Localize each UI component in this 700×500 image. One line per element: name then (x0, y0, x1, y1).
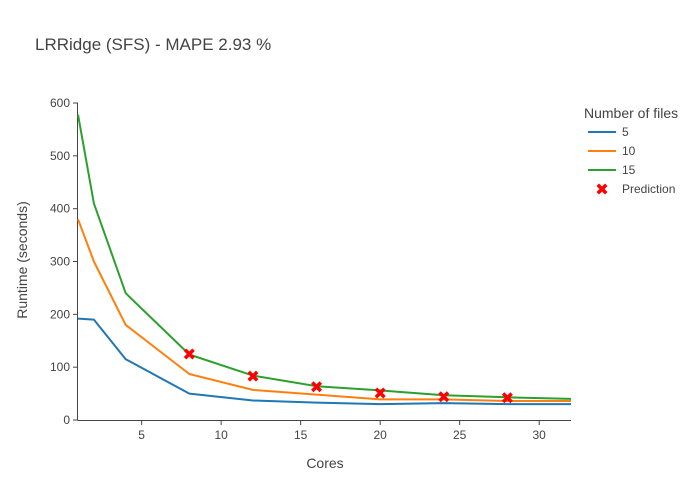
prediction-point (311, 381, 323, 393)
x-tick-label: 15 (294, 428, 308, 442)
y-tick-label: 300 (50, 255, 70, 269)
legend: Number of files 5 10 15 Prediction (584, 105, 678, 196)
x-tick-label: 5 (138, 428, 145, 442)
legend-label-10: 10 (622, 144, 636, 158)
y-tick-label: 200 (50, 307, 70, 321)
y-tick-label: 600 (50, 96, 70, 110)
y-tick-label: 500 (50, 149, 70, 163)
legend-label-15: 15 (622, 163, 636, 177)
prediction-point (501, 392, 513, 404)
prediction-point (374, 387, 386, 399)
series-line-10 (77, 218, 571, 402)
prediction-point (183, 348, 195, 360)
series-line-15 (77, 114, 572, 400)
y-tick-label: 100 (50, 360, 70, 374)
y-tick-label: 400 (50, 202, 70, 216)
chart-title: LRRidge (SFS) - MAPE 2.93 % (35, 35, 271, 54)
x-tick-label: 25 (453, 428, 467, 442)
y-axis-title: Runtime (seconds) (14, 201, 30, 319)
legend-label-5: 5 (622, 125, 629, 139)
prediction-point (438, 391, 450, 403)
legend-prediction-marker (596, 183, 608, 195)
series-line-5 (77, 317, 571, 406)
legend-label-prediction: Prediction (622, 182, 675, 196)
legend-title: Number of files (584, 105, 678, 121)
x-tick-label: 10 (214, 428, 228, 442)
y-tick-label: 0 (63, 413, 70, 427)
plot-area: 0 100 200 300 400 500 600 5 10 15 20 25 30 (50, 96, 572, 442)
x-tick-label: 20 (373, 428, 387, 442)
x-tick-label: 30 (533, 428, 547, 442)
prediction-point (247, 370, 259, 382)
x-axis-title: Cores (306, 455, 343, 471)
